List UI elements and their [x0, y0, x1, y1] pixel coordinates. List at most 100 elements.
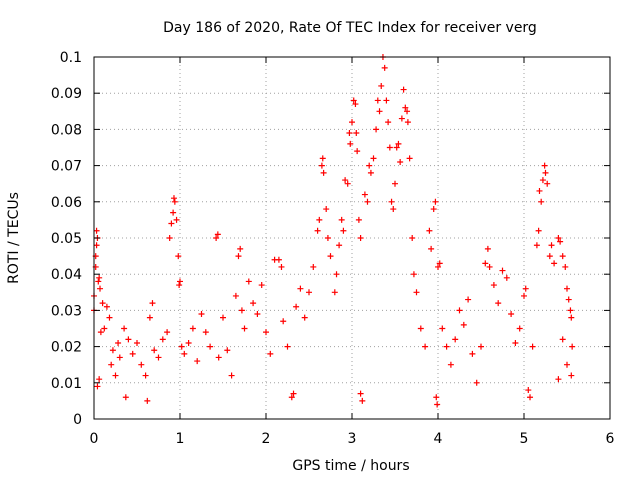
data-point [99, 300, 106, 307]
data-point [426, 227, 433, 234]
data-point [428, 245, 435, 252]
data-point [473, 379, 480, 386]
data-point [106, 314, 113, 321]
data-point [383, 97, 390, 104]
data-point [460, 321, 467, 328]
data-point [469, 350, 476, 357]
data-point [346, 130, 353, 137]
data-point [297, 285, 304, 292]
data-point [565, 296, 572, 303]
data-point [142, 372, 149, 379]
data-point [562, 263, 569, 270]
data-point [359, 397, 366, 404]
data-point [527, 394, 534, 401]
data-point [436, 260, 443, 267]
data-point [447, 361, 454, 368]
data-point [232, 292, 239, 299]
data-point [546, 253, 553, 260]
x-tick-label: 5 [520, 431, 529, 447]
data-point [238, 307, 245, 314]
data-point [385, 119, 392, 126]
data-point [245, 278, 252, 285]
data-point [344, 180, 351, 187]
data-point [347, 140, 354, 147]
data-point [430, 206, 437, 213]
data-point [559, 253, 566, 260]
data-point [170, 195, 177, 202]
data-point [536, 187, 543, 194]
data-point [433, 394, 440, 401]
data-point [331, 289, 338, 296]
data-point [435, 263, 441, 270]
data-point [138, 361, 145, 368]
data-point [529, 343, 536, 350]
x-tick-label: 3 [348, 431, 357, 447]
data-point [357, 390, 364, 397]
data-point [409, 235, 416, 241]
y-tick-label: 0.08 [51, 122, 82, 138]
y-axis-label: ROTI / TECUs [6, 192, 22, 284]
data-point [568, 314, 575, 321]
data-point [166, 235, 173, 241]
data-point [370, 155, 377, 162]
data-point [352, 101, 359, 108]
data-point [541, 162, 548, 169]
data-point [116, 354, 123, 361]
data-point [134, 339, 140, 346]
x-axis-label: GPS time / hours [292, 458, 409, 474]
x-tick-label: 1 [176, 431, 185, 447]
data-point [512, 339, 519, 346]
data-point [434, 401, 441, 408]
data-point [557, 238, 564, 245]
data-point [361, 191, 368, 198]
data-point [555, 376, 562, 383]
data-point [366, 162, 373, 169]
x-tick-label: 0 [90, 431, 99, 447]
data-point [173, 216, 180, 223]
data-point [516, 325, 523, 332]
data-point [539, 177, 546, 184]
data-point [144, 397, 151, 404]
data-point [406, 155, 413, 162]
x-tick-label: 4 [434, 431, 443, 447]
data-point [551, 260, 558, 267]
data-point [95, 278, 102, 285]
data-point [327, 253, 334, 260]
data-point [275, 256, 282, 263]
data-point [115, 339, 122, 346]
data-point [164, 329, 171, 336]
data-point [486, 263, 493, 270]
data-point [168, 220, 175, 227]
data-point [280, 318, 287, 325]
data-point [94, 383, 101, 390]
data-point [465, 296, 472, 303]
data-point [306, 289, 312, 296]
data-point [159, 336, 166, 343]
data-point [376, 108, 383, 115]
data-point [538, 198, 545, 205]
data-point [97, 329, 104, 336]
data-point [178, 343, 185, 350]
y-tick-labels: 0 0.01 0.02 0.03 0.04 0.05 0.06 0.07 0.08 0.09 0.1 [51, 50, 82, 428]
data-point [490, 282, 497, 289]
data-point [357, 235, 364, 241]
data-point [522, 285, 529, 292]
data-point [402, 104, 409, 111]
data-point [96, 274, 103, 281]
data-point [181, 350, 188, 357]
data-point [207, 343, 214, 350]
data-point [215, 354, 222, 361]
data-point [235, 253, 242, 260]
data-point [374, 97, 381, 104]
data-point [482, 260, 489, 267]
y-tick-label: 0.1 [60, 50, 82, 66]
data-point [398, 115, 405, 122]
data-point [338, 216, 345, 223]
data-point [254, 311, 261, 318]
data-point [535, 227, 542, 234]
data-point [533, 242, 540, 249]
data-point [340, 227, 347, 234]
data-point [508, 311, 515, 318]
data-point [404, 119, 411, 126]
